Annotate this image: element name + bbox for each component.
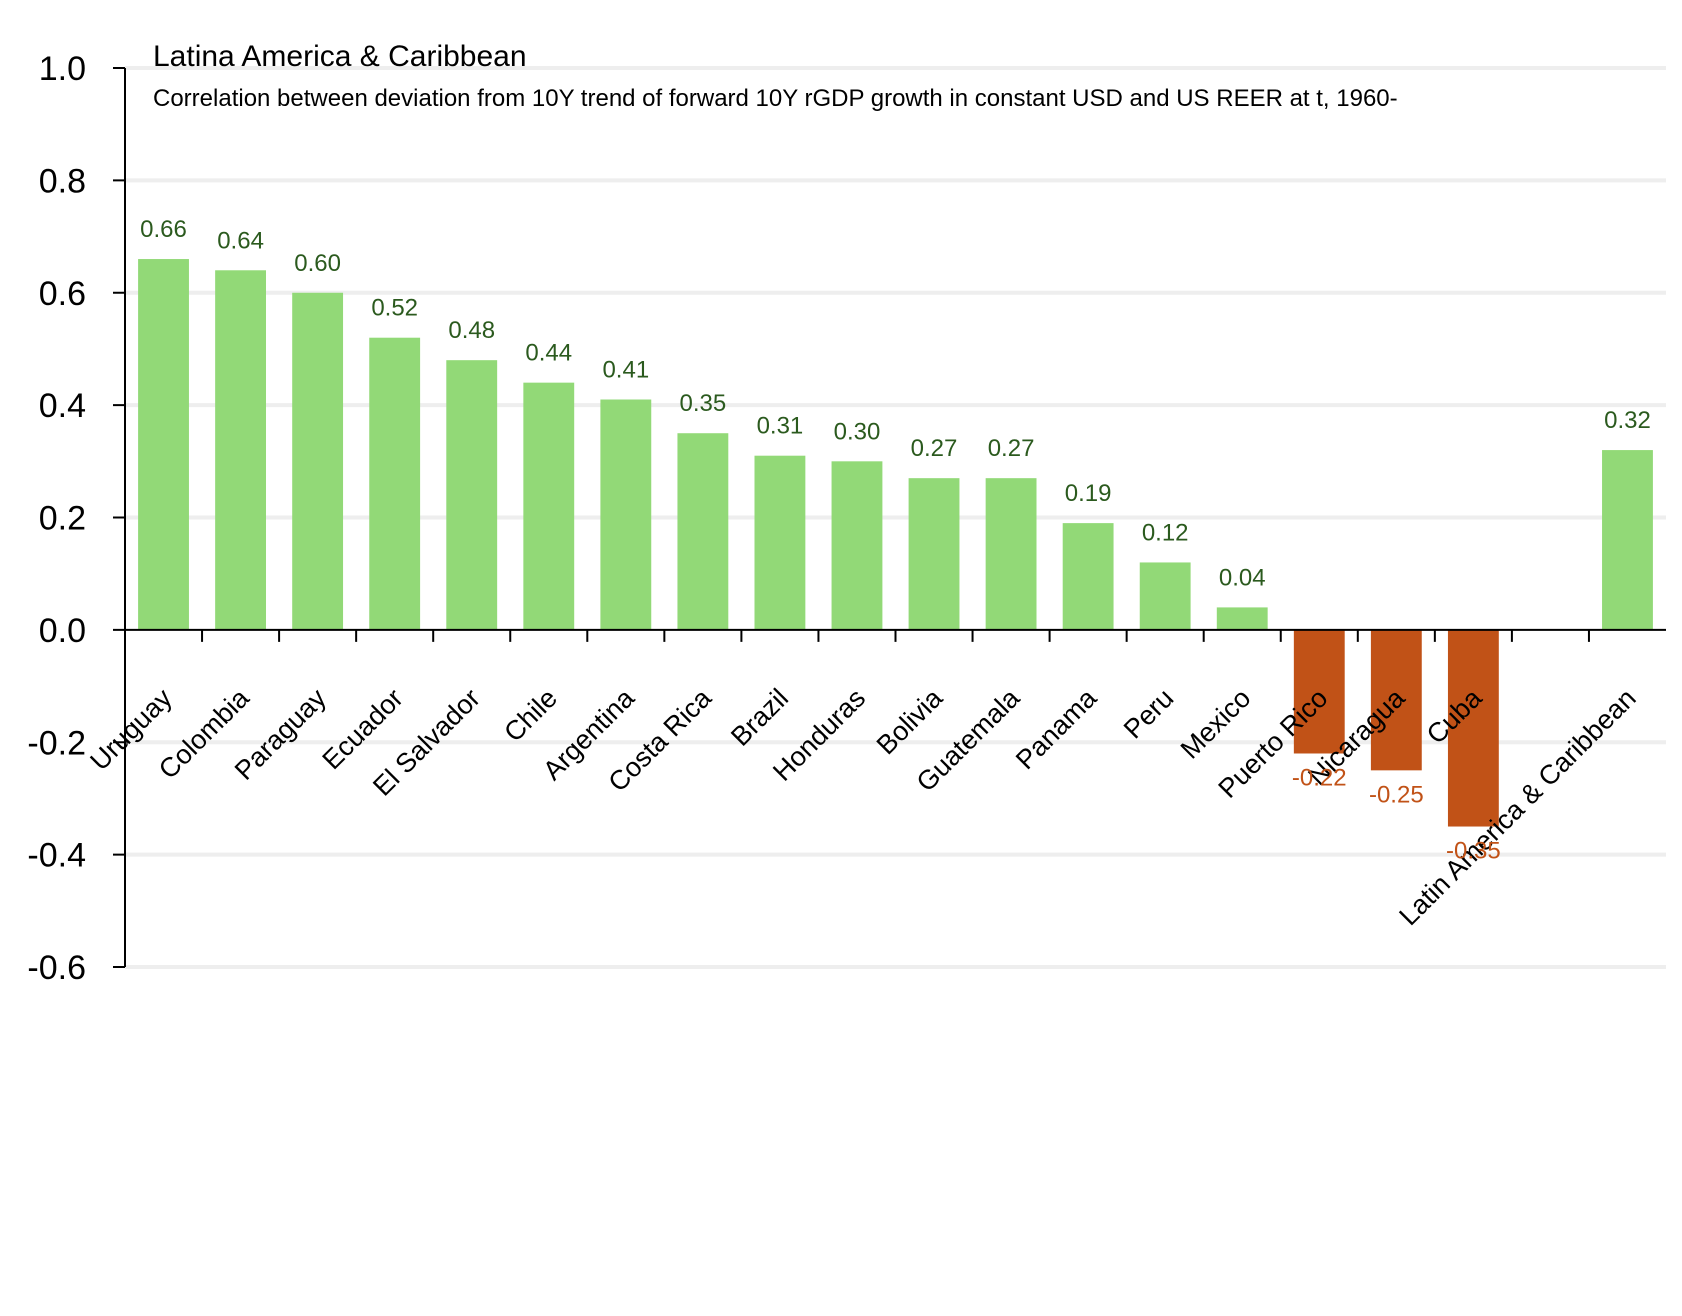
data-label: 0.64 (217, 227, 264, 254)
data-label: 0.27 (988, 435, 1035, 462)
y-tick-label: 0.6 (39, 275, 86, 313)
data-label: 0.30 (834, 418, 881, 445)
data-label: -0.35 (1446, 838, 1501, 865)
y-tick-label: -0.6 (27, 949, 86, 987)
data-label: 0.12 (1142, 519, 1189, 546)
bar (1139, 562, 1191, 630)
y-tick-label: 0.0 (39, 612, 86, 650)
y-tick-label: -0.2 (27, 724, 86, 762)
bar (292, 292, 344, 630)
bar (1062, 523, 1114, 630)
data-label: 0.32 (1604, 407, 1651, 434)
bar (1602, 450, 1653, 630)
data-label: 0.19 (1065, 480, 1112, 507)
bar (138, 259, 189, 630)
data-label: 0.04 (1219, 564, 1266, 591)
bar (677, 433, 729, 630)
data-label: 0.60 (294, 250, 341, 277)
bar (1370, 629, 1422, 771)
data-labels: 0.66 0.64 0.60 0.52 0.48 0.44 0.41 0.35 0.31 0.30… (140, 216, 1651, 864)
y-tick-label: 0.2 (39, 500, 86, 538)
x-tick-label: Chile (498, 683, 563, 748)
bar (600, 399, 652, 630)
bar (1447, 629, 1499, 827)
bar (523, 382, 575, 630)
y-tick-label: -0.4 (27, 837, 86, 875)
data-label: 0.35 (680, 390, 727, 417)
data-label: 0.66 (140, 216, 187, 243)
data-label: 0.52 (371, 295, 418, 322)
data-label: -0.25 (1369, 781, 1424, 808)
data-label: 0.31 (757, 413, 804, 440)
bar (215, 270, 267, 630)
bar (754, 455, 806, 630)
bar (985, 478, 1037, 630)
bars (138, 259, 1653, 827)
data-label: 0.48 (448, 317, 495, 344)
y-tick-label: 0.8 (39, 162, 86, 200)
x-tick-label: Peru (1118, 683, 1180, 745)
bar (1216, 607, 1268, 630)
bar (831, 461, 883, 630)
chart-title: Latina America & Caribbean (153, 40, 527, 73)
chart-subtitle: Correlation between deviation from 10Y t… (153, 85, 1398, 112)
bar (369, 337, 421, 630)
data-label: 0.41 (602, 357, 649, 384)
y-tick-label: 1.0 (39, 50, 86, 88)
x-tick-label: Panama (1010, 682, 1103, 775)
data-label: -0.22 (1292, 764, 1347, 791)
bar (1293, 629, 1345, 754)
data-label: 0.44 (525, 340, 572, 367)
y-ticks: 1.0 0.8 0.6 0.4 0.2 0.0 -0.2 -0.4 -0.6 (27, 50, 125, 987)
y-tick-label: 0.4 (39, 387, 86, 425)
bar (446, 360, 498, 630)
data-label: 0.27 (911, 435, 958, 462)
gridlines (125, 66, 1666, 969)
bar (908, 478, 960, 630)
